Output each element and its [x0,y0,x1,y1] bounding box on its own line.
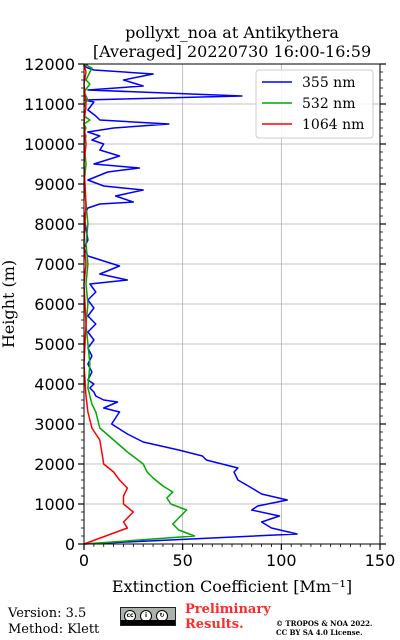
y-tick-label: 11000 [24,95,75,114]
y-tick-label: 10000 [24,135,75,154]
y-tick-label: 6000 [34,295,75,314]
y-tick-label: 12000 [24,55,75,74]
y-tick-label: 7000 [34,255,75,274]
copyright-line2: CC BY SA 4.0 License. [276,628,363,637]
y-tick-label: 2000 [34,455,75,474]
x-tick-label: 50 [172,551,192,570]
axis-ticks: 0 50 100 150 0 1000 2000 3000 4000 5000 6000 7000 80… [24,55,395,570]
x-tick-label: 150 [365,551,396,570]
preliminary-line1: Preliminary [185,602,271,617]
y-tick-label: 3000 [34,415,75,434]
y-tick-label: 4000 [34,375,75,394]
y-tick-label: 5000 [34,335,75,354]
legend-box [255,69,374,139]
preliminary-results-notice: Preliminary Results. [185,602,271,632]
series-line-2 [83,63,135,545]
y-tick-label: 9000 [34,175,75,194]
legend-label-0: 355 nm [302,75,355,91]
legend-label-2: 1064 nm [302,117,364,133]
y-tick-label: 1000 [34,495,75,514]
cc-by-sa-license-icon: cc i ↻ [120,607,176,626]
chart-subtitle: [Averaged] 20220730 16:00-16:59 [93,42,371,61]
legend: 355 nm 532 nm 1064 nm [255,69,374,139]
series-lines [83,63,298,545]
legend-label-1: 532 nm [302,96,355,112]
x-tick-label: 0 [79,551,89,570]
series-line-0 [83,63,298,545]
x-axis-label: Extinction Coefficient [Mm⁻¹] [112,577,352,596]
extinction-profile-chart: pollyxt_noa at Antikythera [Averaged] 20… [0,23,395,596]
version-info: Version: 3.5 Method: Klett [8,606,99,638]
y-tick-label: 0 [65,535,75,554]
version-text: Version: 3.5 [8,606,87,621]
copyright-line1: © TROPOS & NOA 2022. [276,619,373,628]
x-tick-label: 100 [266,551,297,570]
chart-title: pollyxt_noa at Antikythera [125,23,339,42]
y-axis-label: Height (m) [0,260,18,348]
y-tick-label: 8000 [34,215,75,234]
preliminary-line2: Results. [185,617,244,632]
method-text: Method: Klett [8,622,100,637]
copyright-notice: © TROPOS & NOA 2022. CC BY SA 4.0 Licens… [276,619,372,637]
